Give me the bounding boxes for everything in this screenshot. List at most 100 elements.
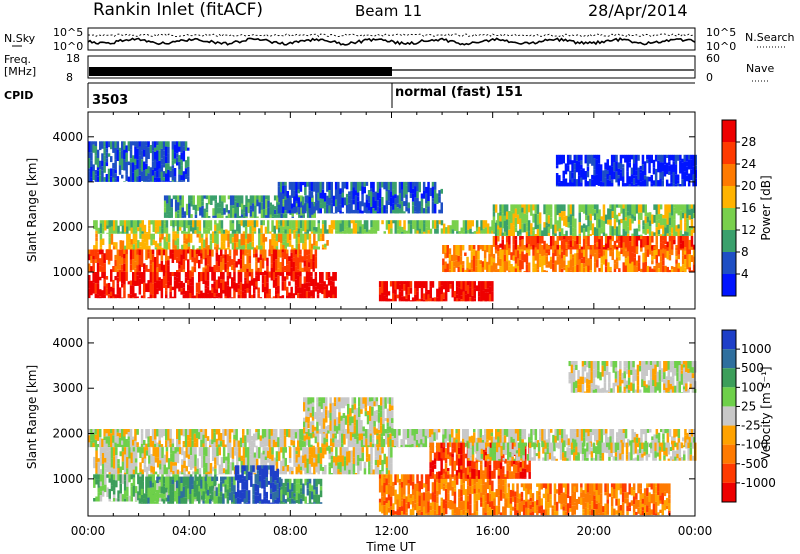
heatmap-cell [149,491,153,495]
heatmap-cell [201,206,204,218]
heatmap-cell [596,259,599,268]
heatmap-cell [253,253,256,258]
heatmap-cell [558,204,562,213]
heatmap-cell [472,271,476,272]
heatmap-cell [622,220,625,229]
heatmap-cell [134,462,138,467]
heatmap-cell [117,490,120,499]
heatmap-cell [471,295,474,302]
heatmap-cell [277,286,280,294]
heatmap-cell [389,191,393,198]
heatmap-cell [355,419,359,430]
heatmap-cell [666,429,670,433]
heatmap-cell [610,175,614,180]
heatmap-cell [464,220,468,231]
heatmap-cell [646,154,649,160]
heatmap-cell [206,249,210,255]
heatmap-cell [107,283,111,295]
heatmap-cell [123,254,126,259]
heatmap-cell [204,288,208,299]
heatmap-cell [169,443,172,448]
heatmap-cell [532,245,535,256]
heatmap-cell [226,269,230,272]
heatmap-cell [690,226,694,230]
heatmap-cell [596,246,599,250]
heatmap-cell [668,241,672,250]
heatmap-cell [674,184,678,187]
heatmap-cell [311,491,314,500]
heatmap-cell [162,476,166,484]
heatmap-cell [356,196,360,202]
heatmap-cell [389,429,392,439]
heatmap-cell [222,439,225,448]
heatmap-cell [288,210,292,214]
heatmap-cell [580,204,584,212]
heatmap-cell [167,458,171,470]
heatmap-cell [315,478,318,487]
heatmap-cell [200,485,204,496]
heatmap-cell [333,431,337,434]
heatmap-cell [129,259,133,265]
heatmap-cell [277,249,280,258]
heatmap-cell [191,440,194,448]
heatmap-cell [453,253,456,262]
heatmap-cell [527,244,531,250]
heatmap-cell [572,438,575,443]
heatmap-cell [167,233,171,243]
heatmap-cell [134,230,138,234]
heatmap-cell [202,434,205,444]
heatmap-cell [112,479,116,491]
heatmap-cell [409,444,412,448]
heatmap-cell [176,233,180,239]
heatmap-cell [477,245,480,251]
heatmap-cell [162,141,166,151]
heatmap-cell [359,181,362,191]
heatmap-cell [203,195,206,199]
heatmap-cell [125,429,128,435]
heatmap-cell [569,254,573,260]
heatmap-cell [180,180,183,182]
heatmap-cell [233,290,236,299]
heatmap-cell [258,195,261,203]
heatmap-cell [129,270,133,272]
heatmap-cell [188,195,191,204]
heatmap-cell [681,236,685,241]
heatmap-cell [288,446,291,448]
heatmap-cell [580,263,584,272]
heatmap-cell [679,220,683,231]
heatmap-cell [156,243,160,248]
heatmap-cell [661,162,664,172]
heatmap-cell [129,280,133,286]
heatmap-cell [448,260,452,270]
heatmap-cell [346,451,349,460]
heatmap-cell [214,195,217,200]
heatmap-cell [416,295,419,300]
heatmap-cell [310,181,314,192]
heatmap-cell [145,476,148,487]
heatmap-cell [624,265,628,272]
heatmap-cell [278,209,281,218]
heatmap-cell [631,233,634,236]
heatmap-cell [162,446,166,448]
heatmap-cell [106,249,109,250]
heatmap-cell [571,204,575,216]
heatmap-cell [467,220,470,230]
heatmap-cell [187,272,190,281]
heatmap-cell [178,226,182,231]
heatmap-cell [488,429,491,441]
heatmap-cell [178,282,181,292]
heatmap-cell [341,443,344,448]
heatmap-cell [589,259,592,271]
heatmap-cell [173,152,177,159]
heatmap-cell [593,267,597,273]
heatmap-cell [375,414,379,422]
heatmap-cell [130,244,133,248]
heatmap-cell [277,268,280,272]
heatmap-cell [322,418,326,429]
heatmap-cell [205,212,209,218]
heatmap-cell [233,249,236,260]
heatmap-cell [585,259,588,267]
heatmap-cell [420,206,424,214]
heatmap-cell [611,204,614,212]
heatmap-cell [304,232,307,234]
